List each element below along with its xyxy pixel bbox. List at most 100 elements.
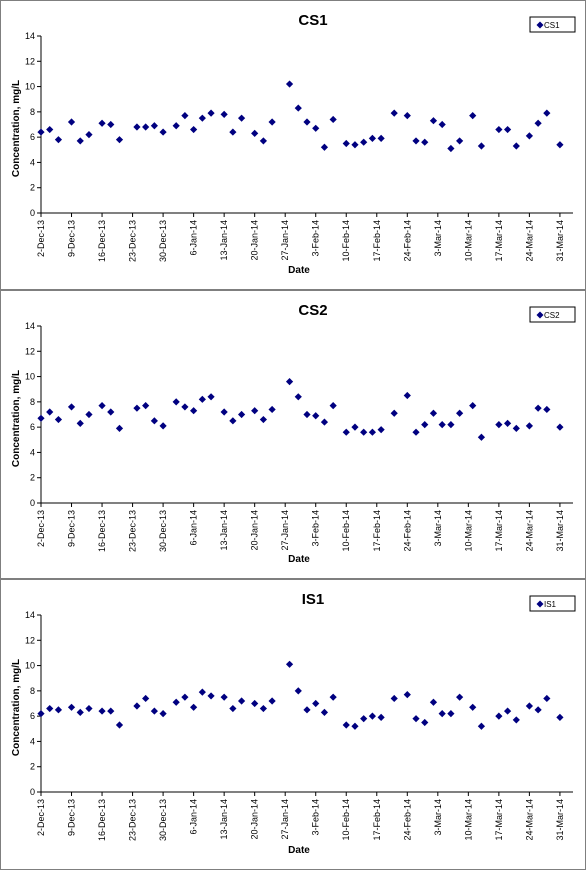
data-point — [447, 421, 455, 429]
data-point — [421, 718, 429, 727]
data-point — [251, 407, 259, 415]
data-point — [495, 421, 503, 429]
data-point — [294, 393, 302, 401]
data-point — [259, 137, 267, 145]
chart-title: IS1 — [302, 591, 325, 608]
data-point — [37, 128, 45, 136]
data-point — [556, 713, 564, 722]
data-point — [150, 707, 158, 715]
x-tick-label: 27-Jan-14 — [280, 510, 290, 551]
data-point — [303, 706, 311, 714]
data-point — [320, 708, 329, 716]
x-tick-label: 17-Mar-14 — [494, 510, 504, 552]
y-tick-label: 12 — [25, 635, 35, 645]
data-point — [421, 421, 429, 429]
x-tick-label: 6-Jan-14 — [189, 220, 199, 256]
legend-box — [529, 306, 576, 323]
x-tick-label: 9-Dec-13 — [67, 220, 77, 257]
x-tick-label: 10-Mar-14 — [463, 799, 473, 841]
y-tick-label: 14 — [25, 31, 35, 41]
y-tick-label: 6 — [30, 132, 35, 142]
y-axis-label: Concentration, mg/L — [11, 659, 22, 756]
series-points — [37, 80, 564, 153]
y-tick-label: 10 — [25, 82, 35, 92]
data-point — [377, 134, 385, 143]
data-point — [207, 109, 215, 117]
y-tick-label: 2 — [30, 473, 35, 483]
x-tick-label: 10-Mar-14 — [463, 220, 473, 262]
data-point — [190, 703, 198, 711]
legend-box — [529, 16, 576, 33]
x-tick-label: 20-Jan-14 — [250, 799, 260, 840]
y-tick-label: 10 — [25, 661, 35, 671]
y-tick-label: 14 — [25, 321, 35, 331]
x-tick-label: 17-Feb-14 — [372, 220, 382, 262]
x-tick-label: 3-Mar-14 — [433, 220, 443, 257]
x-tick-label: 27-Jan-14 — [280, 220, 290, 261]
data-point — [512, 142, 520, 150]
data-point — [237, 410, 246, 419]
data-point — [285, 378, 294, 386]
data-point — [237, 114, 246, 122]
data-point — [429, 698, 438, 706]
data-point — [368, 134, 377, 143]
data-point — [150, 122, 158, 130]
y-tick-label: 14 — [25, 610, 35, 620]
x-tick-label: 20-Jan-14 — [250, 510, 260, 551]
data-point — [512, 424, 520, 433]
data-point — [477, 433, 486, 441]
data-point — [181, 403, 189, 411]
x-tick-label: 23-Dec-13 — [128, 510, 138, 552]
x-tick-label: 3-Mar-14 — [433, 510, 443, 547]
data-point — [447, 144, 455, 153]
x-tick-label: 2-Dec-13 — [36, 220, 46, 257]
data-point — [329, 402, 337, 410]
data-point — [133, 123, 141, 131]
x-tick-label: 30-Dec-13 — [158, 220, 168, 262]
data-point — [368, 428, 377, 436]
data-point — [54, 136, 63, 144]
data-point — [85, 704, 93, 713]
data-point — [525, 422, 533, 430]
data-point — [220, 110, 228, 118]
chart-title: CS1 — [298, 12, 327, 29]
data-point — [534, 119, 542, 127]
data-point — [54, 415, 63, 424]
data-point — [312, 699, 320, 708]
y-tick-label: 12 — [25, 346, 35, 356]
data-point — [469, 703, 477, 711]
data-point — [303, 410, 311, 419]
data-point — [107, 408, 115, 416]
data-point — [320, 418, 329, 426]
data-point — [495, 125, 503, 134]
data-point — [556, 423, 564, 431]
x-tick-label: 10-Feb-14 — [341, 510, 351, 552]
data-point — [150, 417, 158, 425]
legend-entry: CS1 — [544, 21, 560, 30]
data-point — [285, 660, 294, 668]
data-point — [421, 138, 429, 146]
data-point — [543, 694, 551, 703]
data-point — [268, 405, 276, 414]
data-point — [268, 118, 276, 126]
data-point — [412, 137, 420, 145]
data-point — [456, 693, 464, 701]
data-point — [46, 125, 54, 134]
data-point — [46, 408, 54, 416]
legend-entry: IS1 — [544, 600, 557, 609]
data-point — [534, 404, 542, 412]
x-tick-label: 13-Jan-14 — [219, 220, 229, 261]
x-tick-label: 3-Feb-14 — [311, 799, 321, 836]
data-point — [556, 141, 564, 149]
x-tick-label: 24-Feb-14 — [402, 799, 412, 841]
x-tick-label: 3-Feb-14 — [311, 510, 321, 547]
x-tick-label: 24-Feb-14 — [402, 220, 412, 262]
x-tick-label: 23-Dec-13 — [128, 220, 138, 262]
data-point — [438, 120, 446, 129]
x-tick-label: 31-Mar-14 — [555, 799, 565, 841]
data-point — [403, 391, 411, 400]
data-point — [360, 715, 368, 723]
data-point — [342, 721, 350, 729]
data-point — [403, 112, 411, 120]
data-point — [98, 119, 106, 127]
